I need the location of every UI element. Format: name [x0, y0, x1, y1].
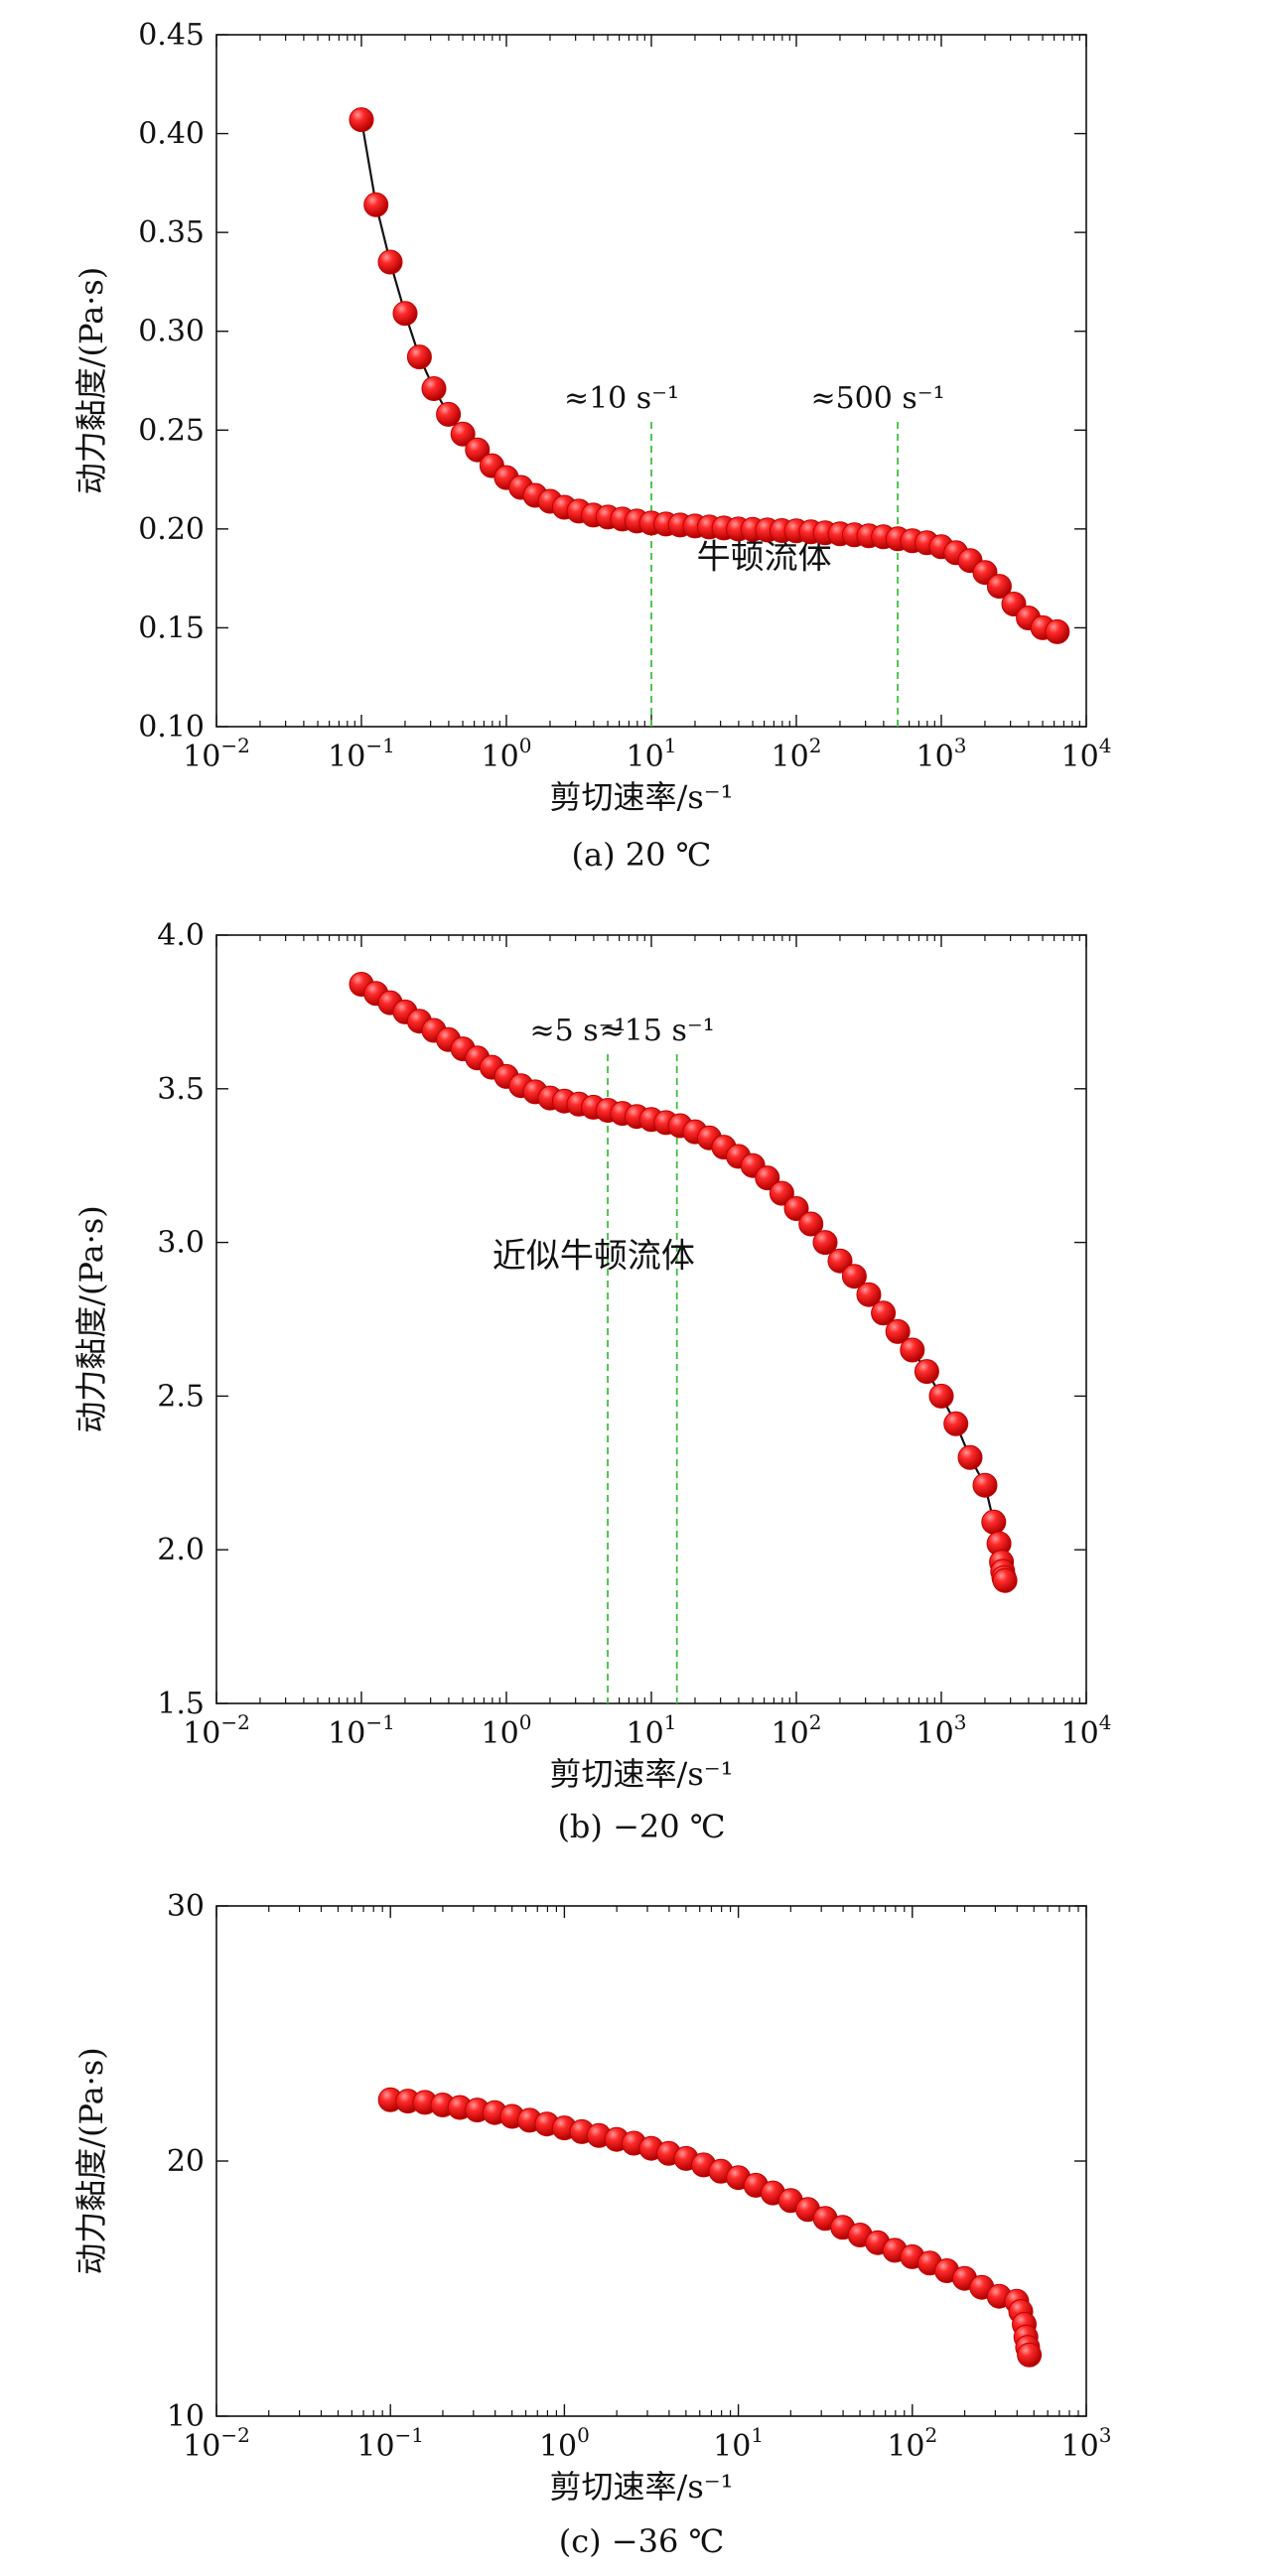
- x-axis-label: 剪切速率/s⁻¹: [550, 2468, 734, 2506]
- x-tick-label: 103: [916, 734, 967, 774]
- data-point: [981, 1509, 1007, 1535]
- x-tick-label: 100: [482, 734, 532, 774]
- y-axis-label: 动力黏度/(Pa·s): [72, 2047, 110, 2275]
- x-tick-label: 101: [627, 1710, 677, 1751]
- y-tick-label: 0.20: [138, 512, 205, 547]
- data-point: [885, 1318, 911, 1344]
- data-point: [798, 1211, 824, 1237]
- plot-frame: [215, 934, 1087, 1704]
- data-point: [406, 344, 432, 370]
- data-point: [1045, 618, 1070, 644]
- data-point: [841, 1264, 867, 1289]
- x-tick-label: 100: [482, 1710, 532, 1751]
- data-point: [957, 1444, 983, 1470]
- y-tick-label: 2.5: [157, 1379, 205, 1414]
- x-tick-label: 10−1: [328, 1710, 395, 1751]
- y-axis-label: 动力黏度/(Pa·s): [72, 1205, 110, 1433]
- y-tick-label: 1.5: [157, 1687, 205, 1721]
- data-point: [928, 1383, 954, 1409]
- data-point: [436, 401, 462, 427]
- data-point: [363, 192, 389, 217]
- data-point: [992, 1567, 1018, 1593]
- y-tick-label: 3.0: [157, 1226, 205, 1261]
- data-point: [943, 1411, 969, 1436]
- reference-line-label: ≈10 s⁻¹: [564, 381, 679, 416]
- y-tick-label: 0.35: [138, 215, 205, 250]
- x-tick-label: 10−2: [183, 2423, 250, 2464]
- data-point: [349, 107, 374, 133]
- y-tick-label: 30: [167, 1889, 205, 1924]
- data-point: [377, 249, 403, 275]
- x-tick-label: 104: [1061, 734, 1112, 774]
- data-point: [421, 376, 447, 401]
- y-axis-label: 动力黏度/(Pa·s): [72, 267, 110, 495]
- data-point: [972, 1472, 998, 1498]
- x-tick-label: 101: [627, 734, 677, 774]
- data-point: [1017, 2342, 1043, 2368]
- y-tick-label: 0.15: [138, 610, 205, 645]
- x-tick-label: 10−2: [183, 734, 250, 774]
- y-tick-label: 0.30: [138, 315, 205, 349]
- y-tick-label: 0.25: [138, 413, 205, 448]
- data-point: [914, 1359, 939, 1385]
- data-point: [755, 1165, 780, 1191]
- chart-panel-2: 10−2 10−1 100 101 102 103 104 1.5 2.0 2.5 3.0 3.5 4.…: [72, 918, 1111, 1845]
- series-line: [390, 2099, 1031, 2356]
- y-tick-label: 10: [167, 2399, 205, 2434]
- x-tick-label: 10−2: [183, 1710, 250, 1751]
- x-tick-label: 10−1: [328, 734, 395, 774]
- panel-caption: (a) 20 ℃: [572, 836, 712, 874]
- x-tick-label: 103: [916, 1710, 967, 1751]
- plot-frame: [215, 1905, 1087, 2417]
- data-point: [450, 421, 476, 447]
- data-point: [769, 1180, 794, 1206]
- x-tick-label: 104: [1061, 1710, 1112, 1751]
- region-annotation: 牛顿流体: [697, 538, 832, 578]
- x-tick-label: 103: [1061, 2423, 1112, 2464]
- data-point: [871, 1300, 897, 1326]
- series-line: [360, 983, 1007, 1581]
- reference-line-label: ≈5 s⁻¹: [530, 1014, 627, 1048]
- x-axis-label: 剪切速率/s⁻¹: [550, 1755, 734, 1793]
- data-point: [900, 1337, 925, 1363]
- data-point: [783, 1196, 809, 1221]
- x-tick-label: 102: [887, 2423, 937, 2464]
- x-tick-label: 102: [772, 1710, 822, 1751]
- panel-caption: (c) −36 ℃: [559, 2522, 725, 2560]
- y-tick-label: 0.45: [138, 18, 205, 53]
- y-tick-label: 20: [167, 2144, 205, 2179]
- x-tick-label: 10−1: [356, 2423, 424, 2464]
- panel-caption: (b) −20 ℃: [557, 1808, 725, 1845]
- reference-line-label: ≈500 s⁻¹: [810, 381, 944, 416]
- x-tick-label: 102: [772, 734, 822, 774]
- y-tick-label: 0.40: [138, 117, 205, 152]
- data-point: [465, 437, 491, 463]
- x-tick-label: 101: [713, 2423, 764, 2464]
- data-point: [827, 1248, 853, 1274]
- y-tick-label: 0.10: [138, 710, 205, 745]
- chart-panel-1: 10−2 10−1 100 101 102 103 104 0.10 0.15 0.20 0.25 0…: [72, 18, 1111, 874]
- reference-line-label: ≈15 s⁻¹: [600, 1014, 715, 1048]
- y-tick-label: 3.5: [157, 1072, 205, 1107]
- data-point: [392, 301, 418, 327]
- x-axis-label: 剪切速率/s⁻¹: [550, 778, 734, 816]
- data-point: [812, 1230, 838, 1256]
- y-tick-label: 2.0: [157, 1533, 205, 1567]
- data-point: [856, 1282, 882, 1307]
- region-annotation: 近似牛顿流体: [493, 1236, 695, 1276]
- x-tick-label: 100: [539, 2423, 590, 2464]
- data-point: [986, 574, 1012, 600]
- chart-panel-3: 10−2 10−1 100 101 102 103 10 20 30 剪切速率/s⁻¹ 动力黏度/(…: [72, 1889, 1111, 2560]
- y-tick-label: 4.0: [157, 918, 205, 953]
